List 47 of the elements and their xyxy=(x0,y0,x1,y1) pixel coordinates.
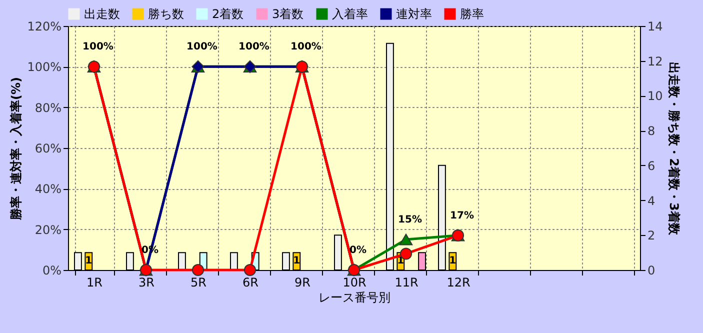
x-tick-label: 11R xyxy=(394,276,418,290)
x-tick-label: 3R xyxy=(138,276,154,290)
point xyxy=(244,264,256,276)
data-label: 100% xyxy=(82,42,114,53)
data-label: 1 xyxy=(397,256,404,267)
y2-tick-label: 4 xyxy=(648,194,656,208)
legend-label: 入着率 xyxy=(332,7,368,21)
y2-axis-title: 出走数・勝ち数・2着数・3着数 xyxy=(666,62,681,236)
data-label: 100% xyxy=(290,42,322,53)
data-label: 15% xyxy=(398,214,422,226)
legend-label: 連対率 xyxy=(396,7,432,21)
y-tick-label: 0% xyxy=(42,264,62,278)
y2-tick-label: 6 xyxy=(648,158,656,173)
data-label: 17% xyxy=(450,210,474,222)
x-tick-label: 6R xyxy=(242,276,258,290)
point xyxy=(399,234,413,246)
y2-tick-label: 10 xyxy=(648,89,663,104)
point xyxy=(192,264,204,276)
y2-tick-label: 2 xyxy=(648,228,656,243)
x-tick-label: 1R xyxy=(86,276,102,290)
data-label: 100% xyxy=(186,42,218,53)
data-label: 100% xyxy=(238,42,270,53)
data-label: 1 xyxy=(449,256,456,267)
y-tick-label: 100% xyxy=(27,60,62,74)
y2-tick-label: 12 xyxy=(648,54,663,68)
data-label: 1 xyxy=(293,256,300,267)
data-label: 1 xyxy=(85,256,92,267)
y-tick-label: 120% xyxy=(27,20,62,34)
data-label: 0% xyxy=(350,245,366,256)
x-tick-label: 5R xyxy=(190,276,206,290)
legend-label: 2着数 xyxy=(212,7,244,21)
legend-label: 3着数 xyxy=(272,7,304,21)
x-tick-label: 12R xyxy=(446,276,470,290)
y2-tick-label: 14 xyxy=(648,20,663,34)
x-axis-title: レース番号別 xyxy=(318,290,390,304)
y2-tick-label: 8 xyxy=(648,124,656,138)
x-tick-label: 9R xyxy=(294,276,310,290)
y-tick-label: 60% xyxy=(34,142,62,156)
legend-label: 出走数 xyxy=(84,7,120,21)
y-tick-label: 40% xyxy=(34,182,62,196)
x-tick-label: 10R xyxy=(342,276,366,290)
legend-label: 勝ち数 xyxy=(148,7,184,21)
y-tick-label: 80% xyxy=(34,100,62,115)
y2-tick-label: 0 xyxy=(648,264,656,278)
y-axis-title: 勝率・連対率・入着率(%) xyxy=(9,77,24,221)
y-tick-label: 20% xyxy=(34,222,62,237)
legend-label: 勝率 xyxy=(460,7,484,21)
